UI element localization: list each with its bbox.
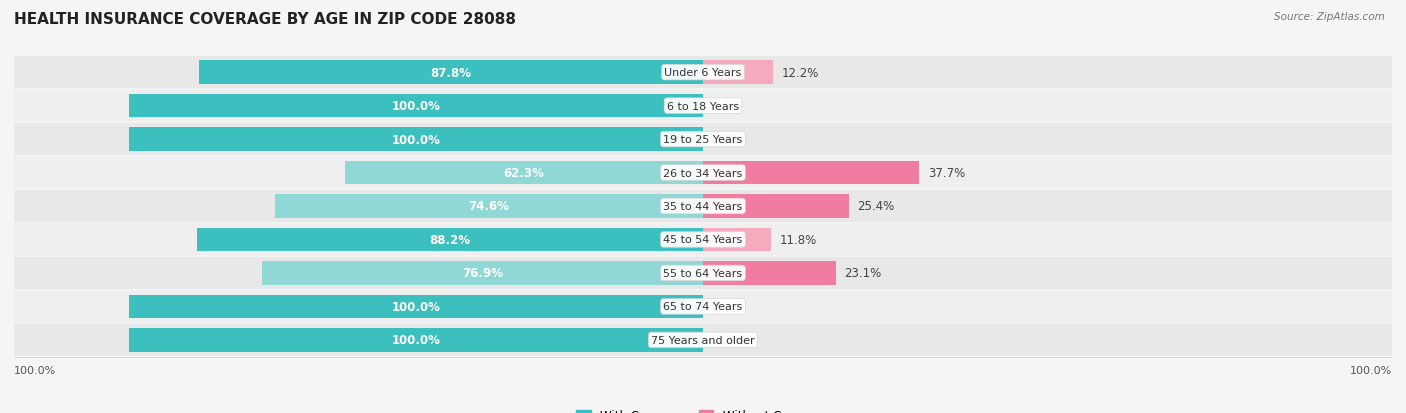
Bar <box>346 161 703 185</box>
Bar <box>129 95 703 118</box>
Text: 55 to 64 Years: 55 to 64 Years <box>664 268 742 278</box>
Text: 65 to 74 Years: 65 to 74 Years <box>664 301 742 312</box>
Text: 100.0%: 100.0% <box>391 300 440 313</box>
Bar <box>262 261 703 285</box>
Bar <box>703 195 849 218</box>
Text: 12.2%: 12.2% <box>782 66 820 79</box>
Text: 100.0%: 100.0% <box>391 334 440 347</box>
Text: 62.3%: 62.3% <box>503 166 544 180</box>
Text: Source: ZipAtlas.com: Source: ZipAtlas.com <box>1274 12 1385 22</box>
FancyBboxPatch shape <box>14 123 1392 156</box>
Text: 6 to 18 Years: 6 to 18 Years <box>666 101 740 112</box>
Bar <box>197 228 703 252</box>
Text: 87.8%: 87.8% <box>430 66 471 79</box>
Text: 0.0%: 0.0% <box>711 300 741 313</box>
Text: HEALTH INSURANCE COVERAGE BY AGE IN ZIP CODE 28088: HEALTH INSURANCE COVERAGE BY AGE IN ZIP … <box>14 12 516 27</box>
Bar <box>703 261 835 285</box>
FancyBboxPatch shape <box>14 90 1392 122</box>
Text: 75 Years and older: 75 Years and older <box>651 335 755 345</box>
Legend: With Coverage, Without Coverage: With Coverage, Without Coverage <box>572 404 834 413</box>
FancyBboxPatch shape <box>14 324 1392 356</box>
Bar <box>703 228 770 252</box>
Text: 76.9%: 76.9% <box>461 267 503 280</box>
Text: 25.4%: 25.4% <box>858 200 894 213</box>
Text: 100.0%: 100.0% <box>1350 365 1392 375</box>
Text: 74.6%: 74.6% <box>468 200 509 213</box>
FancyBboxPatch shape <box>14 224 1392 256</box>
Text: 23.1%: 23.1% <box>844 267 882 280</box>
FancyBboxPatch shape <box>14 257 1392 290</box>
Bar <box>129 328 703 352</box>
FancyBboxPatch shape <box>14 157 1392 189</box>
Text: 88.2%: 88.2% <box>429 233 471 247</box>
Text: 0.0%: 0.0% <box>711 100 741 113</box>
Text: 100.0%: 100.0% <box>391 133 440 146</box>
Text: 11.8%: 11.8% <box>779 233 817 247</box>
Text: 0.0%: 0.0% <box>711 133 741 146</box>
Text: 0.0%: 0.0% <box>711 334 741 347</box>
Text: 100.0%: 100.0% <box>14 365 56 375</box>
Text: 19 to 25 Years: 19 to 25 Years <box>664 135 742 145</box>
Text: 45 to 54 Years: 45 to 54 Years <box>664 235 742 245</box>
Text: 26 to 34 Years: 26 to 34 Years <box>664 168 742 178</box>
Bar <box>703 161 920 185</box>
Bar <box>129 128 703 152</box>
Text: 35 to 44 Years: 35 to 44 Years <box>664 202 742 211</box>
Text: Under 6 Years: Under 6 Years <box>665 68 741 78</box>
Text: 37.7%: 37.7% <box>928 166 966 180</box>
Text: 100.0%: 100.0% <box>391 100 440 113</box>
FancyBboxPatch shape <box>14 190 1392 223</box>
Bar <box>129 295 703 318</box>
Bar <box>703 61 773 85</box>
FancyBboxPatch shape <box>14 57 1392 89</box>
FancyBboxPatch shape <box>14 291 1392 323</box>
Bar <box>198 61 703 85</box>
Bar <box>274 195 703 218</box>
